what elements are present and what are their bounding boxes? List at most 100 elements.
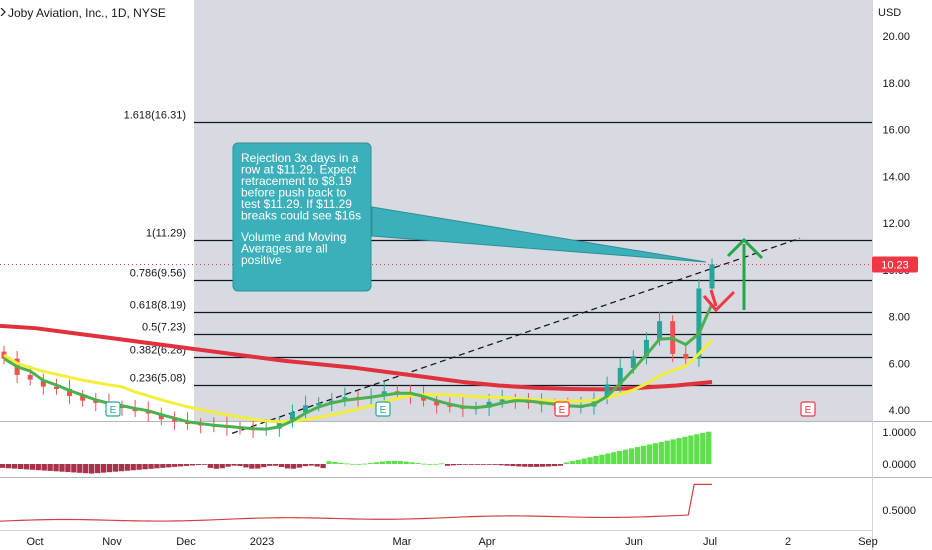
last-price-badge <box>872 256 918 273</box>
candle-body <box>434 400 440 406</box>
macd-bar <box>510 464 516 467</box>
candle-body <box>617 367 623 385</box>
macd-bar <box>480 464 486 465</box>
y-tick-label: 16.00 <box>882 125 910 137</box>
x-tick-label: 2023 <box>250 536 274 548</box>
candle-body <box>381 391 387 396</box>
candle-body <box>709 264 715 289</box>
macd-bar <box>106 464 113 473</box>
macd-bar <box>700 432 706 464</box>
macd-bar <box>361 463 368 465</box>
macd-bar <box>118 464 124 472</box>
macd-bar <box>391 460 397 464</box>
down-arrow-shaft <box>709 289 718 307</box>
macd-bar <box>237 464 243 467</box>
candle-body <box>27 374 33 380</box>
macd-bar <box>148 464 154 469</box>
macd-bar <box>492 464 498 465</box>
macd-bar <box>599 454 605 464</box>
ma-yellow-line <box>3 338 714 424</box>
macd-bar <box>136 464 142 470</box>
macd-bar <box>427 463 433 465</box>
annotation-box[interactable] <box>232 142 372 292</box>
macd-bar <box>706 431 712 464</box>
macd-bar <box>385 460 391 464</box>
macd-bar <box>29 464 35 470</box>
macd-bar <box>611 452 617 464</box>
macd-bar <box>178 464 184 467</box>
macd-bar <box>617 450 623 464</box>
macd-bar <box>130 464 136 471</box>
macd-bar <box>142 464 148 470</box>
last-price-label: 10.23 <box>881 260 909 272</box>
annotation-text: before push back to <box>241 186 347 200</box>
earnings-marker[interactable] <box>800 401 816 417</box>
macd-bar <box>439 463 445 465</box>
macd-bar <box>272 464 279 466</box>
fib-level-label: 0.5(7.23) <box>142 322 186 334</box>
macd-bar <box>456 464 463 465</box>
macd-bar <box>11 464 18 469</box>
macd-bar <box>65 464 71 473</box>
candle-body <box>630 356 636 368</box>
macd-bar <box>219 464 225 469</box>
collapse-arrow-icon[interactable] <box>0 8 6 16</box>
currency-label: USD <box>878 7 901 19</box>
x-tick-label: Jul <box>703 536 717 548</box>
macd-bar <box>213 464 219 469</box>
y-tick-label: 20.00 <box>882 31 910 43</box>
annotation-text: retracement to $8.19 <box>241 174 352 188</box>
y-tick-label: 4.00 <box>889 405 910 417</box>
candle-body <box>643 339 649 357</box>
macd-bar <box>100 464 107 473</box>
x-tick-label: Sep <box>858 536 878 548</box>
macd-bar <box>243 464 249 468</box>
earnings-marker[interactable] <box>105 401 121 417</box>
macd-bar <box>623 449 629 464</box>
candle-body <box>696 288 702 359</box>
earnings-marker-label: E <box>380 405 387 416</box>
macd-bar <box>189 464 196 466</box>
x-tick-label: Oct <box>26 536 43 548</box>
macd-bar <box>166 464 172 468</box>
x-tick-label: Jun <box>625 536 643 548</box>
macd-bar <box>676 438 682 464</box>
candle-body <box>158 413 164 420</box>
macd-bar <box>35 464 41 471</box>
macd-bar <box>486 464 492 465</box>
earnings-marker[interactable] <box>554 401 570 417</box>
annotation-pointer <box>371 206 707 263</box>
fib-level-label: 0.618(8.19) <box>130 300 186 312</box>
macd-bar <box>47 464 53 471</box>
annotation-text: positive <box>241 253 282 267</box>
macd-bar <box>23 464 30 470</box>
macd-bar <box>284 464 291 469</box>
macd-bar <box>545 464 552 467</box>
macd-bar <box>296 464 302 468</box>
macd-bar <box>112 464 119 472</box>
earnings-marker-label: E <box>110 405 117 416</box>
annotation-text: Volume and Moving <box>241 230 346 244</box>
candle-body <box>316 402 322 406</box>
earnings-marker[interactable] <box>375 401 391 417</box>
macd-bar <box>688 435 694 464</box>
macd-bar <box>379 461 386 464</box>
ma-green-line <box>3 303 714 431</box>
macd-bar <box>332 461 338 464</box>
macd-bar <box>225 464 231 467</box>
macd-bar <box>350 463 356 465</box>
x-tick-label: Mar <box>393 536 412 548</box>
candle-body <box>421 395 427 401</box>
macd-bar <box>551 464 558 467</box>
macd-bar <box>516 464 522 467</box>
macd-bar <box>397 461 403 464</box>
candle-body <box>40 379 46 387</box>
candle-body <box>93 400 99 403</box>
trend-line <box>231 237 801 434</box>
x-tick-label: Nov <box>102 536 122 548</box>
fib-level-label: 1(11.29) <box>146 228 186 240</box>
macd-bar <box>445 464 451 466</box>
macd-bar <box>557 464 564 466</box>
earnings-marker-label: E <box>559 405 566 416</box>
